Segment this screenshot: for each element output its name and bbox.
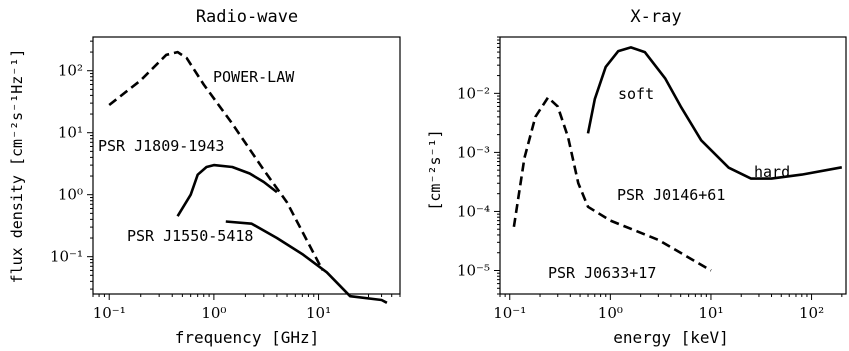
radio-y-tick-label: 10¹ [58, 124, 83, 142]
psr-j1550-label: PSR J1550-5418 [127, 227, 253, 245]
xray-axes-frame [499, 36, 847, 295]
xray-x-tick-label: 10⁰ [598, 304, 623, 322]
xray-x-tick-label: 10¹ [698, 304, 723, 322]
xray-y-tick-label: 10⁻³ [457, 143, 490, 161]
radio-title: Radio-wave [196, 7, 298, 27]
radio-y-tick-label: 10⁻¹ [50, 248, 83, 266]
xray-title: X-ray [630, 7, 681, 27]
power-law-label: POWER-LAW [213, 68, 295, 86]
series-psr-j1550-5418-line [225, 220, 388, 304]
radio-ylabel: flux density [cm⁻²s⁻¹Hz⁻¹] [8, 49, 26, 284]
radio-x-tick-label: 10⁰ [201, 304, 226, 322]
xray-y-tick-label: 10⁻² [457, 84, 490, 102]
xray-y-tick-label: 10⁻⁵ [457, 262, 490, 280]
xray-series [512, 46, 843, 272]
hard-label: hard [754, 163, 790, 181]
soft-label: soft [618, 85, 654, 103]
radio-series [108, 50, 388, 304]
series-psr-j1809-1943-line [176, 163, 278, 217]
radio-x-tick-label: 10¹ [306, 304, 331, 322]
series-power-law-line [108, 50, 325, 272]
series-psr-j0146-61-line [586, 46, 843, 180]
series-psr-j0633-17-line [512, 96, 712, 272]
xray-panel: X-ray 10⁻¹ 10⁰ 10¹ 10² 10⁻⁵ 10⁻⁴ 10⁻³ 10⁻² soft… [426, 7, 847, 347]
radio-xlabel: frequency [GHz] [175, 328, 320, 347]
radio-y-tick-label: 10² [58, 62, 83, 80]
xray-xlabel: energy [keV] [613, 328, 729, 347]
psr-j1809-label: PSR J1809-1943 [98, 137, 224, 155]
xray-ylabel: [cm⁻²s⁻¹] [426, 129, 444, 210]
radio-x-tick-label: 10⁻¹ [93, 304, 126, 322]
psr-j0146-label: PSR J0146+61 [617, 186, 725, 204]
xray-ticks: 10⁻¹ 10⁰ 10¹ 10² 10⁻⁵ 10⁻⁴ 10⁻³ 10⁻² [457, 36, 843, 322]
xray-x-tick-label: 10⁻¹ [493, 304, 526, 322]
psr-j0633-label: PSR J0633+17 [548, 264, 656, 282]
radio-y-tick-label: 10⁰ [58, 186, 83, 204]
radio-ticks: 10⁻¹ 10⁰ 10¹ 10⁻¹ 10⁰ 10¹ 10² [50, 40, 401, 322]
xray-x-tick-label: 10² [799, 304, 824, 322]
xray-y-tick-label: 10⁻⁴ [457, 202, 490, 220]
radio-panel: Radio-wave 10⁻¹ 10⁰ 10¹ 10⁻¹ 10⁰ 10¹ 10² POWER… [8, 7, 401, 347]
